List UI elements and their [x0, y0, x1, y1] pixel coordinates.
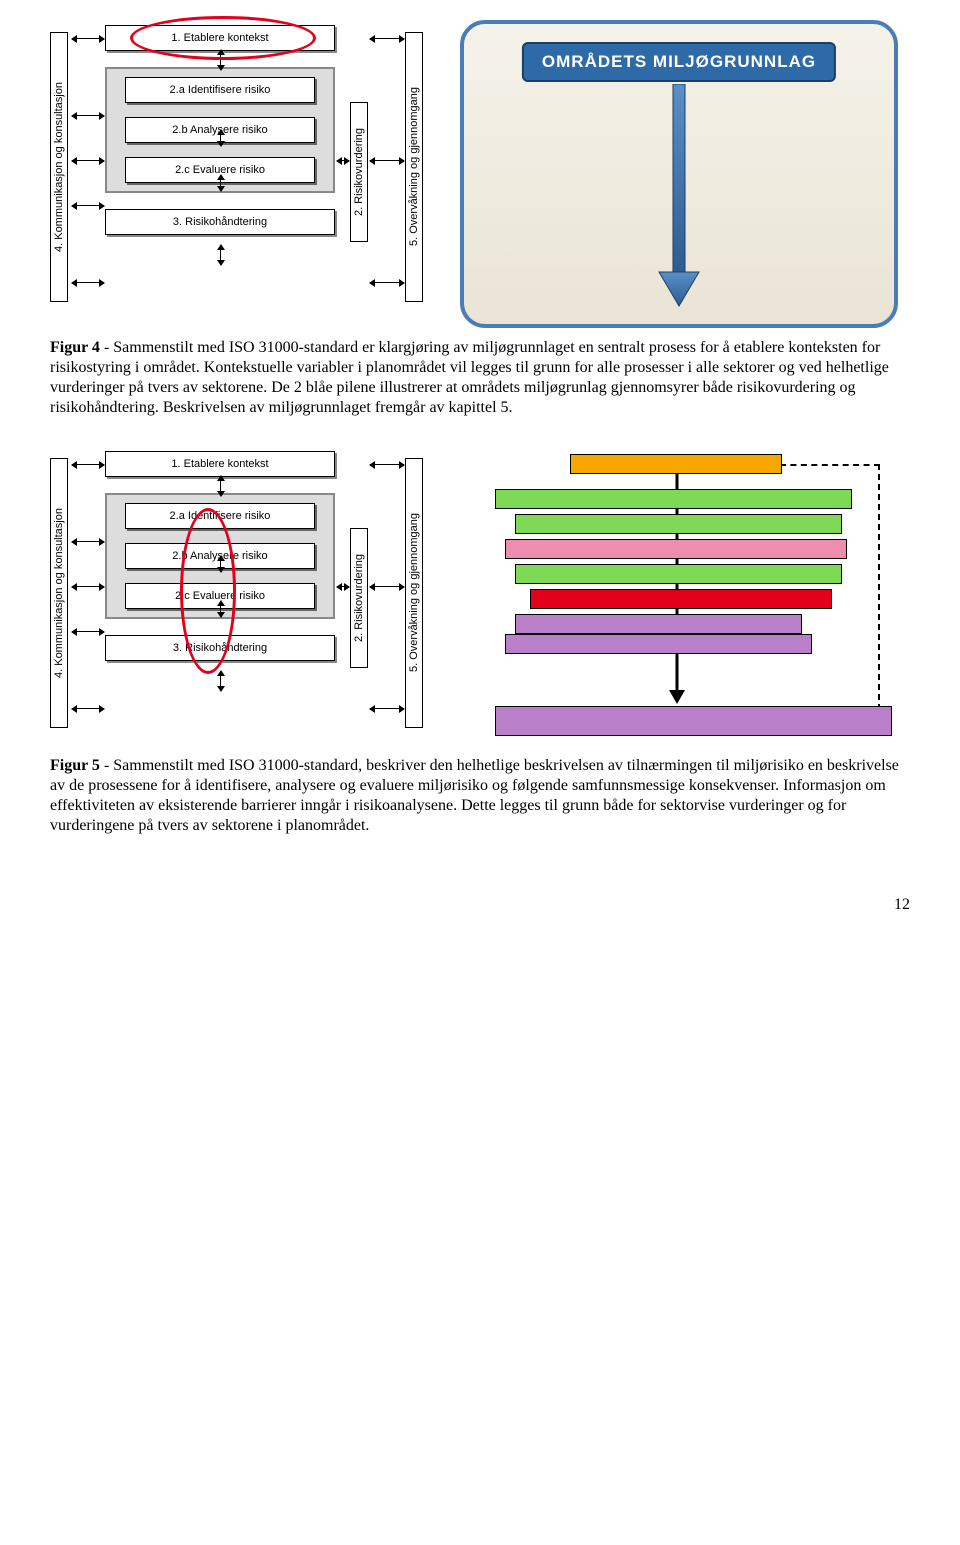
connector-arrow — [370, 160, 404, 161]
figure-5-label: Figur 5 — [50, 757, 100, 774]
iso-step-1: 1. Etablere kontekst — [105, 451, 335, 477]
iso-step-2a: 2.a Identifisere risiko — [125, 77, 315, 103]
color-bar — [505, 539, 847, 559]
iso-diagram-fig5: 4. Kommunikasjon og konsultasjon 2. Risi… — [50, 446, 440, 746]
connector-arrow — [72, 464, 104, 465]
color-bar — [495, 489, 852, 509]
paragraph-fig4: Figur 4 - Sammenstilt med ISO 31000-stan… — [50, 338, 910, 418]
iso-inner-right-label: 2. Risikovurdering — [350, 102, 368, 242]
connector-arrow — [220, 671, 221, 691]
color-bar — [530, 589, 832, 609]
connector-arrow — [337, 586, 349, 587]
iso-right-label: 5. Overvåkning og gjennomgang — [405, 32, 423, 302]
connector-arrow — [337, 160, 349, 161]
paragraph-fig5-text: - Sammenstilt med ISO 31000-standard, be… — [50, 757, 899, 834]
connector-arrow — [220, 175, 221, 191]
iso-left-label: 4. Kommunikasjon og konsultasjon — [50, 458, 68, 728]
connector-arrow — [72, 541, 104, 542]
color-bar — [515, 564, 842, 584]
iso-inner-right-label: 2. Risikovurdering — [350, 528, 368, 668]
connector-arrow — [220, 245, 221, 265]
connector-arrow — [72, 38, 104, 39]
iso-step-2a: 2.a Identifisere risiko — [125, 503, 315, 529]
connector-arrow — [220, 476, 221, 496]
color-bar — [495, 706, 892, 736]
connector-arrow — [72, 586, 104, 587]
iso-step-3: 3. Risikohåndtering — [105, 635, 335, 661]
color-bar — [515, 514, 842, 534]
figure-4-label: Figur 4 — [50, 339, 100, 356]
connector-arrow — [72, 205, 104, 206]
connector-arrow — [72, 708, 104, 709]
connector-arrow — [220, 601, 221, 617]
iso-left-label: 4. Kommunikasjon og konsultasjon — [50, 32, 68, 302]
figure-5-row: 4. Kommunikasjon og konsultasjon 2. Risi… — [50, 446, 910, 746]
connector-arrow — [220, 50, 221, 70]
connector-arrow — [72, 160, 104, 161]
connector-arrow — [72, 282, 104, 283]
connector-arrow — [72, 631, 104, 632]
iso-diagram-fig4: 4. Kommunikasjon og konsultasjon 2. Risi… — [50, 20, 440, 320]
connector-arrow — [370, 38, 404, 39]
connector-arrow — [72, 115, 104, 116]
connector-arrow — [370, 464, 404, 465]
fig4-right-panel: OMRÅDETS MILJØGRUNNLAG — [460, 20, 898, 328]
dashed-connector — [780, 464, 880, 466]
color-bar — [515, 614, 802, 634]
iso-right-label: 5. Overvåkning og gjennomgang — [405, 458, 423, 728]
connector-arrow — [370, 708, 404, 709]
connector-arrow — [220, 130, 221, 146]
connector-arrow — [370, 282, 404, 283]
page-number: 12 — [50, 896, 910, 914]
fig4-title-bar: OMRÅDETS MILJØGRUNNLAG — [522, 42, 836, 82]
big-down-arrow-icon — [649, 84, 709, 309]
connector-arrow — [220, 556, 221, 572]
iso-step-3: 3. Risikohåndtering — [105, 209, 335, 235]
color-bar — [505, 634, 812, 654]
dashed-connector — [878, 464, 880, 720]
figure-4-row: 4. Kommunikasjon og konsultasjon 2. Risi… — [50, 20, 910, 328]
iso-step-1: 1. Etablere kontekst — [105, 25, 335, 51]
fig5-right-panel — [460, 446, 900, 746]
color-bar — [570, 454, 782, 474]
paragraph-fig4-text: - Sammenstilt med ISO 31000-standard er … — [50, 339, 889, 416]
connector-arrow — [370, 586, 404, 587]
paragraph-fig5: Figur 5 - Sammenstilt med ISO 31000-stan… — [50, 756, 910, 836]
